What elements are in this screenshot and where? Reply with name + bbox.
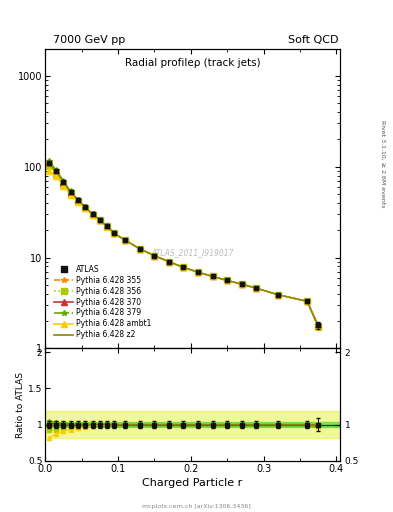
Text: 7000 GeV pp: 7000 GeV pp bbox=[53, 35, 125, 45]
Text: Radial profileρ (track jets): Radial profileρ (track jets) bbox=[125, 58, 261, 68]
Text: Soft QCD: Soft QCD bbox=[288, 35, 339, 45]
Text: ATLAS_2011_I919017: ATLAS_2011_I919017 bbox=[151, 248, 234, 257]
Bar bbox=[45, 412, 340, 438]
Legend: ATLAS, Pythia 6.428 355, Pythia 6.428 356, Pythia 6.428 370, Pythia 6.428 379, P: ATLAS, Pythia 6.428 355, Pythia 6.428 35… bbox=[52, 263, 154, 342]
Bar bbox=[45, 422, 340, 428]
X-axis label: Charged Particle r: Charged Particle r bbox=[142, 478, 243, 488]
Text: Rivet 3.1.10, ≥ 2.6M events: Rivet 3.1.10, ≥ 2.6M events bbox=[381, 120, 386, 207]
Y-axis label: Ratio to ATLAS: Ratio to ATLAS bbox=[16, 372, 25, 438]
Text: mcplots.cern.ch [arXiv:1306.3436]: mcplots.cern.ch [arXiv:1306.3436] bbox=[142, 504, 251, 509]
